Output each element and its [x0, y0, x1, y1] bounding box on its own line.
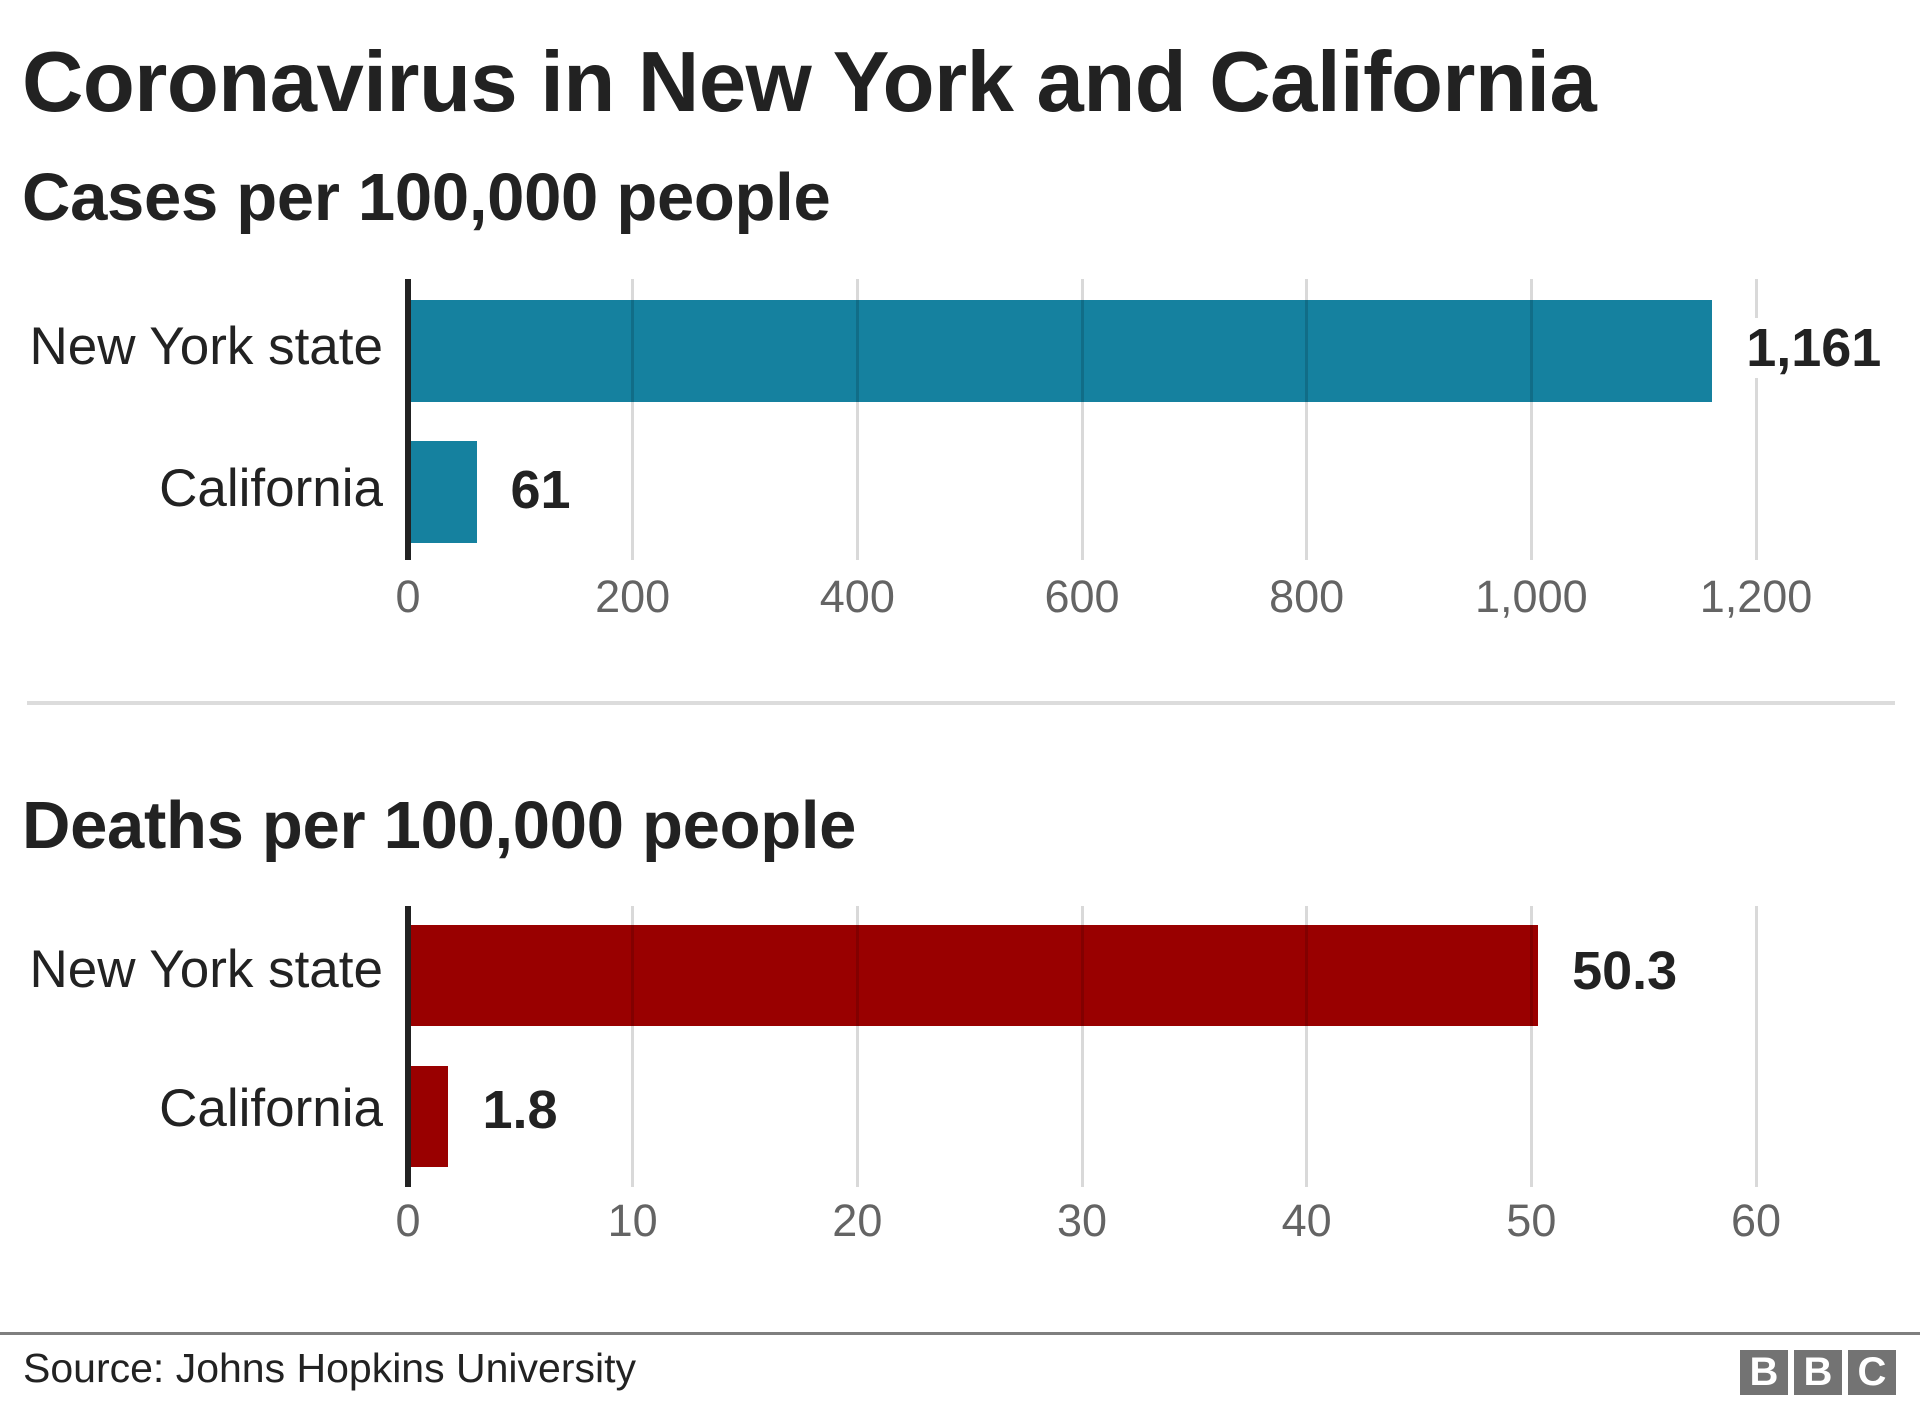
category-label: California: [159, 1079, 383, 1138]
bar: [411, 300, 1713, 402]
bbc-logo-letter: B: [1740, 1350, 1788, 1395]
x-tick-label: 40: [1281, 1195, 1332, 1246]
deaths-subtitle: Deaths per 100,000 people: [22, 788, 857, 863]
source-note: Source: Johns Hopkins University: [23, 1345, 636, 1391]
gridline: [631, 906, 635, 1187]
gridline: [1080, 279, 1084, 560]
x-tick-label: 1,000: [1475, 571, 1588, 622]
x-tick-label: 600: [1044, 571, 1120, 622]
gridline: [1754, 906, 1758, 1187]
x-tick-label: 1,200: [1699, 571, 1813, 622]
category-label: New York state: [29, 317, 383, 376]
gridline: [1305, 279, 1309, 560]
gridline: [855, 906, 859, 1187]
category-label: New York state: [29, 940, 383, 999]
bbc-logo: B B C: [1740, 1350, 1896, 1395]
x-tick-label: 200: [595, 571, 671, 622]
x-tick-label: 0: [395, 1195, 421, 1246]
value-label: 1,161: [1740, 318, 1888, 378]
gridline: [1754, 279, 1758, 560]
gridline: [1529, 279, 1533, 560]
x-tick-label: 10: [607, 1195, 658, 1246]
x-tick-label: 0: [395, 571, 421, 622]
x-tick-label: 50: [1506, 1195, 1557, 1246]
gridline: [1529, 906, 1533, 1187]
chart-title: Coronavirus in New York and California: [22, 35, 1597, 130]
y-axis-line: [405, 906, 411, 1187]
x-tick-label: 400: [819, 571, 895, 622]
footer-divider: [0, 1332, 1920, 1335]
gridline: [631, 279, 635, 560]
y-axis-line: [405, 279, 411, 560]
gridline: [1305, 906, 1309, 1187]
section-divider: [27, 701, 1895, 705]
x-tick-label: 20: [832, 1195, 883, 1246]
bar: [411, 1066, 449, 1167]
cases-subtitle: Cases per 100,000 people: [22, 160, 831, 235]
x-tick-label: 60: [1730, 1195, 1782, 1246]
gridline: [1080, 906, 1084, 1187]
bar: [411, 441, 477, 543]
value-label: 50.3: [1566, 941, 1684, 1001]
bbc-logo-letter: C: [1848, 1350, 1896, 1395]
x-tick-label: 800: [1269, 571, 1345, 622]
value-label: 1.8: [476, 1080, 564, 1140]
x-tick-label: 30: [1056, 1195, 1108, 1246]
category-label: California: [159, 459, 383, 518]
value-label: 61: [504, 460, 577, 520]
bar: [411, 925, 1539, 1026]
gridline: [855, 279, 859, 560]
bbc-logo-letter: B: [1794, 1350, 1842, 1395]
